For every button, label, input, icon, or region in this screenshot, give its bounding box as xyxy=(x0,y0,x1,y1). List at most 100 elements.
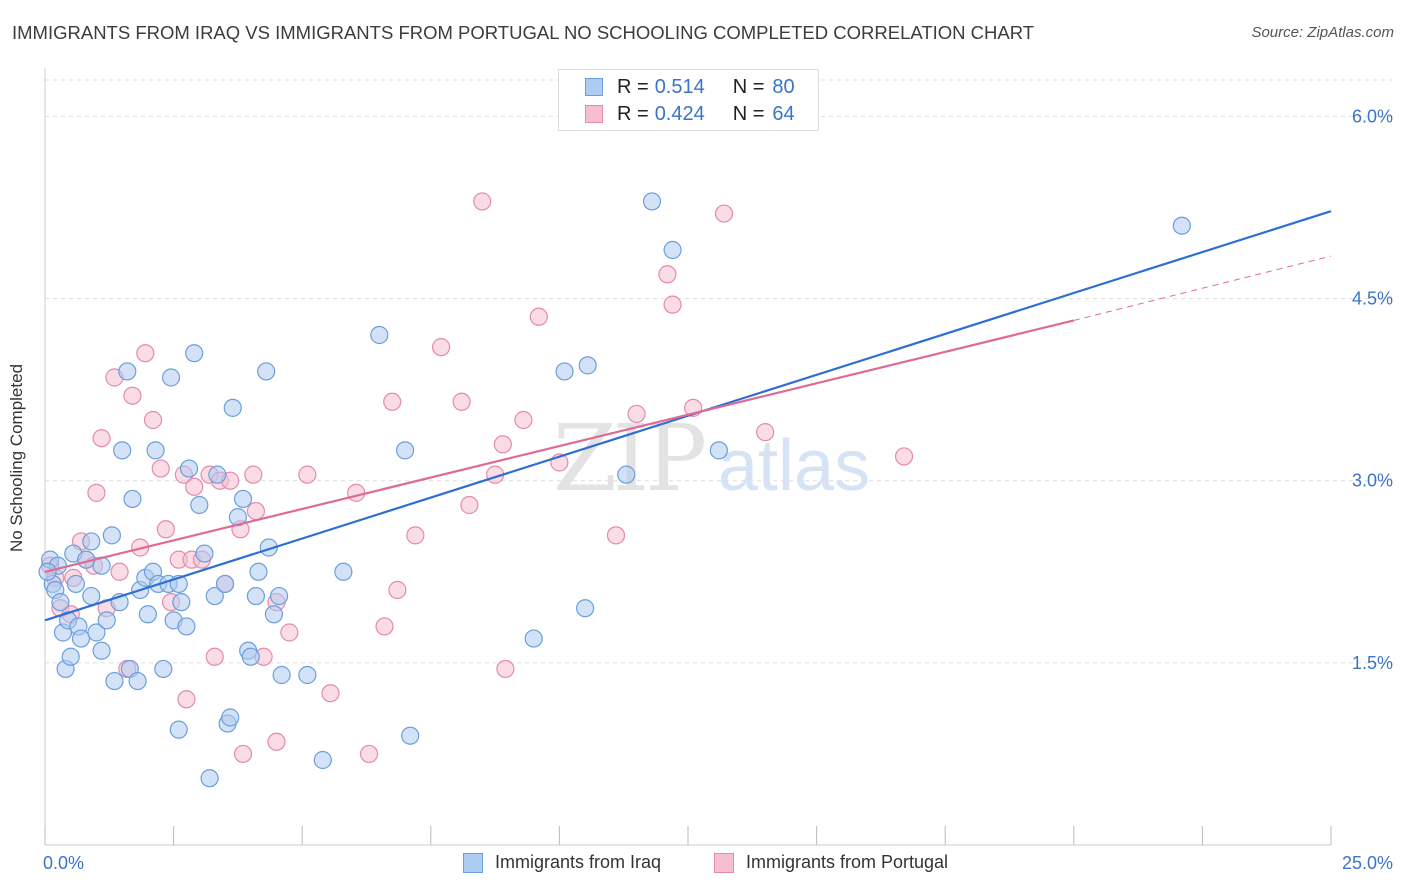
bottom-legend-label-iraq: Immigrants from Iraq xyxy=(495,852,662,872)
point-portugal xyxy=(244,465,263,484)
point-portugal xyxy=(136,344,155,363)
tick-labels: 1.5% 3.0% 4.5% 6.0% 0.0% 25.0% xyxy=(43,106,1393,873)
legend-n-label: N = xyxy=(732,75,765,98)
point-iraq xyxy=(200,769,219,788)
point-iraq xyxy=(617,465,636,484)
y-tick-label: 6.0% xyxy=(1352,106,1393,126)
point-iraq xyxy=(190,495,209,515)
legend-row-iraq: R = 0.514 N = 80 xyxy=(585,74,795,100)
point-portugal xyxy=(714,204,734,223)
point-iraq xyxy=(334,562,353,581)
point-iraq xyxy=(138,605,157,624)
legend-r-label: R = xyxy=(617,75,649,98)
trendline-portugal xyxy=(44,319,1075,573)
point-iraq xyxy=(87,623,106,642)
point-iraq xyxy=(264,605,284,624)
point-portugal xyxy=(627,404,646,424)
bottom-legend-swatch-portugal xyxy=(714,852,734,873)
point-iraq xyxy=(92,641,111,660)
point-portugal xyxy=(110,562,129,581)
y-tick-label: 4.5% xyxy=(1352,289,1393,309)
legend-swatch-iraq xyxy=(585,78,603,96)
point-portugal xyxy=(431,338,451,357)
point-portugal xyxy=(452,392,471,411)
point-portugal xyxy=(406,526,425,545)
point-portugal xyxy=(347,483,366,502)
point-portugal xyxy=(658,265,677,284)
point-iraq xyxy=(102,526,121,545)
point-iraq xyxy=(401,726,420,745)
point-iraq xyxy=(524,629,543,648)
point-iraq xyxy=(177,617,196,636)
point-iraq xyxy=(113,441,132,460)
watermark: ZIP atlas xyxy=(553,405,870,512)
point-iraq xyxy=(61,647,80,666)
bottom-legend-portugal: Immigrants from Portugal xyxy=(714,852,948,873)
point-portugal xyxy=(388,580,407,600)
point-iraq xyxy=(195,544,214,563)
point-iraq xyxy=(154,659,173,679)
point-portugal xyxy=(280,623,299,642)
point-iraq xyxy=(578,356,597,375)
bottom-legend-swatch-iraq xyxy=(463,852,483,873)
point-portugal xyxy=(383,392,402,411)
point-iraq xyxy=(146,441,165,460)
point-iraq xyxy=(370,325,389,345)
point-portugal xyxy=(233,744,253,764)
bottom-legend-iraq: Immigrants from Iraq xyxy=(463,852,661,873)
y-tick-label: 3.0% xyxy=(1352,471,1393,491)
legend-r-value-portugal: 0.424 xyxy=(654,102,705,125)
trendline-portugal-extension xyxy=(1073,255,1332,321)
point-iraq xyxy=(576,599,595,618)
source-label: Source: ZipAtlas.com xyxy=(1251,24,1394,41)
point-iraq xyxy=(223,398,242,417)
point-portugal xyxy=(606,526,626,545)
point-iraq xyxy=(169,720,188,739)
point-iraq xyxy=(215,574,235,594)
point-iraq xyxy=(663,240,682,260)
point-portugal xyxy=(246,501,266,521)
point-portugal xyxy=(496,659,515,679)
y-tick-label: 1.5% xyxy=(1352,653,1393,673)
watermark-zip: ZIP xyxy=(553,405,704,512)
point-portugal xyxy=(321,684,340,703)
y-axis-label: No Schooling Completed xyxy=(7,363,26,553)
point-iraq xyxy=(123,489,142,509)
point-portugal xyxy=(205,647,224,666)
trend-layer xyxy=(44,210,1332,622)
legend-row-portugal: R = 0.424 N = 64 xyxy=(585,101,795,127)
point-portugal xyxy=(151,459,170,478)
point-iraq xyxy=(642,192,662,211)
point-portugal xyxy=(473,192,492,211)
point-portugal xyxy=(529,307,548,326)
point-portugal xyxy=(87,483,106,502)
point-iraq xyxy=(97,611,116,630)
point-iraq xyxy=(51,593,70,612)
point-iraq xyxy=(208,465,227,484)
point-iraq xyxy=(272,665,291,685)
grid-layer xyxy=(45,79,1392,664)
point-iraq xyxy=(179,459,199,478)
point-iraq xyxy=(555,362,574,381)
point-iraq xyxy=(221,708,240,727)
legend-r-label: R = xyxy=(617,102,649,125)
watermark-atlas: atlas xyxy=(718,426,870,506)
x-tick-label-min: 0.0% xyxy=(43,853,84,873)
point-iraq xyxy=(233,489,253,509)
point-portugal xyxy=(156,520,175,539)
point-portugal xyxy=(185,477,204,496)
legend-n-value-iraq: 80 xyxy=(772,75,795,98)
point-iraq xyxy=(172,593,191,612)
point-iraq xyxy=(709,441,728,460)
point-iraq xyxy=(105,671,124,691)
axis-layer xyxy=(44,68,1332,846)
stats-legend: R = 0.514 N = 80 R = 0.424 N = 64 xyxy=(558,69,819,131)
legend-n-label: N = xyxy=(732,102,765,125)
point-portugal xyxy=(756,423,775,442)
point-portugal xyxy=(143,410,163,430)
point-iraq xyxy=(269,586,289,606)
legend-swatch-portugal xyxy=(585,105,603,123)
point-iraq xyxy=(313,750,332,770)
legend-r-value-iraq: 0.514 xyxy=(654,75,705,98)
